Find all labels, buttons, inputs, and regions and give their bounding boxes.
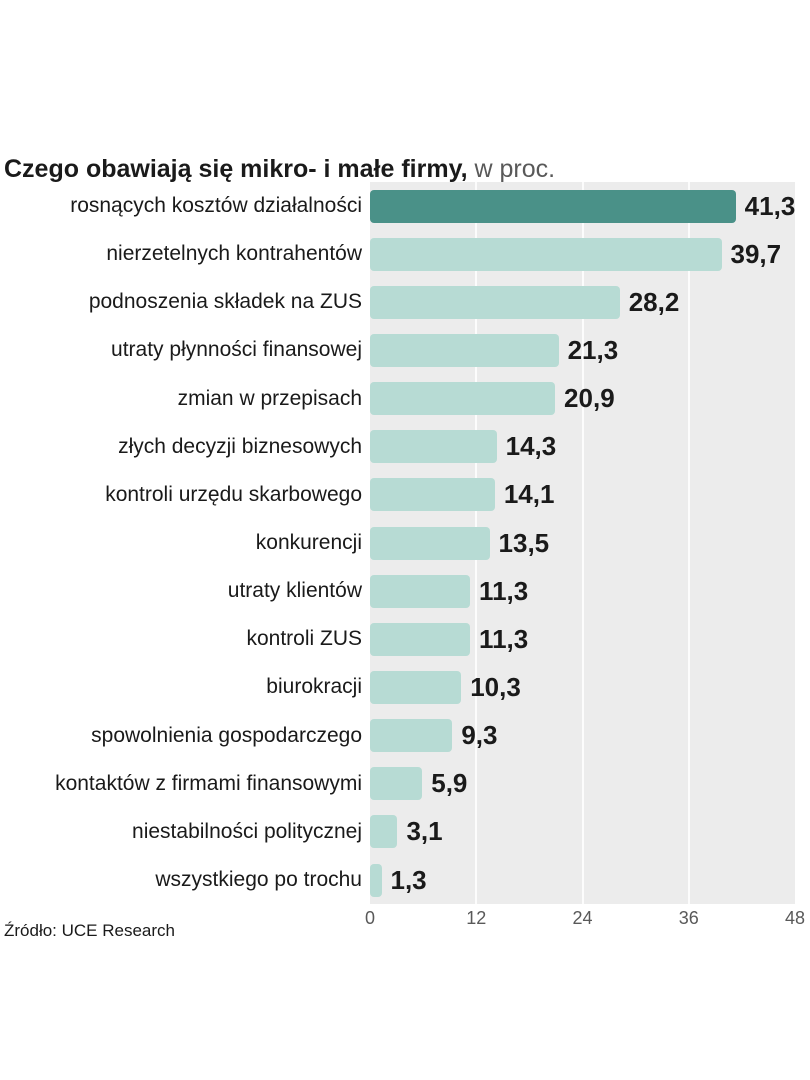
bar-area: 1,3 [370,856,795,904]
bar [370,189,736,223]
category-label: utraty płynności finansowej [111,338,362,362]
chart-rows: rosnących kosztów działalności 41,3 nierze… [0,182,795,904]
bar-area: 20,9 [370,375,795,423]
gridline [581,182,584,904]
bar [370,767,423,801]
source-note: Źródło: UCE Research [4,921,176,940]
value-label: 9,3 [461,720,498,751]
value-label: 1,3 [390,864,427,895]
bar [370,574,471,608]
bar [370,815,398,849]
value-label: 11,3 [479,575,529,606]
category-label: biurokracji [266,675,362,699]
bar-area: 14,3 [370,423,795,471]
chart-row: kontroli urzędu skarbowego 14,1 [0,471,795,519]
bar [370,333,559,367]
value-label: 10,3 [470,671,521,702]
bar [370,285,620,319]
x-tick-label: 36 [678,908,699,928]
x-tick-label: 24 [572,908,593,928]
category-label: złych decyzji biznesowych [118,434,362,458]
chart-row: niestabilności politycznej 3,1 [0,808,795,856]
bar-area: 13,5 [370,519,795,567]
bar [370,719,453,753]
category-label: kontroli urzędu skarbowego [105,482,362,506]
chart-title-main: Czego obawiają się mikro- i małe firmy, [4,154,468,183]
gridline [687,182,690,904]
bar [370,670,462,704]
value-label: 3,1 [406,816,443,847]
category-label: wszystkiego po trochu [155,868,362,892]
bar [370,430,497,464]
bar [370,237,722,271]
x-tick-label: 12 [466,908,487,928]
value-label: 14,1 [503,479,555,510]
bar-area: 28,2 [370,278,795,326]
value-label: 39,7 [730,238,782,269]
x-tick-label: 48 [784,908,806,928]
bar-area: 21,3 [370,326,795,374]
chart-title: Czego obawiają się mikro- i małe firmy, … [4,153,555,185]
bar-area: 5,9 [370,760,795,808]
value-label: 13,5 [498,527,550,558]
chart-row: kontroli ZUS 11,3 [0,615,795,663]
chart-row: konkurencji 13,5 [0,519,795,567]
bar-chart: rosnących kosztów działalności 41,3 nierze… [0,182,795,904]
chart-row: podnoszenia składek na ZUS 28,2 [0,278,795,326]
category-label: spowolnienia gospodarczego [91,723,362,747]
bar-area: 14,1 [370,471,795,519]
category-label: podnoszenia składek na ZUS [88,290,362,314]
category-label: niestabilności politycznej [132,819,362,843]
chart-row: nierzetelnych kontrahentów 39,7 [0,230,795,278]
bar-area: 39,7 [370,230,795,278]
chart-row: wszystkiego po trochu 1,3 [0,856,795,904]
bar-area: 41,3 [370,182,795,230]
value-label: 28,2 [628,286,680,317]
category-label: rosnących kosztów działalności [70,194,362,218]
bar-area: 11,3 [370,615,795,663]
bar-area: 10,3 [370,663,795,711]
category-label: kontroli ZUS [246,627,362,651]
chart-row: złych decyzji biznesowych 14,3 [0,423,795,471]
bar [370,622,471,656]
x-axis: 0 12 24 36 48 [365,908,805,932]
value-label: 20,9 [564,383,615,414]
value-label: 11,3 [479,623,529,654]
value-label: 14,3 [505,431,557,462]
bar [370,863,382,897]
chart-row: biurokracji 10,3 [0,663,795,711]
category-label: konkurencji [255,531,362,555]
bar [370,382,556,416]
category-label: nierzetelnych kontrahentów [106,242,362,266]
chart-row: utraty klientów 11,3 [0,567,795,615]
bar-area: 3,1 [370,808,795,856]
chart-row: rosnących kosztów działalności 41,3 [0,182,795,230]
value-label: 41,3 [744,190,796,221]
category-label: zmian w przepisach [177,386,362,410]
bar-area: 11,3 [370,567,795,615]
bar-area: 9,3 [370,712,795,760]
category-label: utraty klientów [227,579,362,603]
value-label: 21,3 [567,334,619,365]
chart-title-unit: w proc. [467,154,556,183]
x-tick-label: 0 [364,908,376,928]
value-label: 5,9 [431,768,468,799]
category-label: kontaktów z firmami finansowymi [55,771,362,795]
bar [370,478,495,512]
chart-row: spowolnienia gospodarczego 9,3 [0,712,795,760]
chart-row: utraty płynności finansowej 21,3 [0,326,795,374]
chart-row: zmian w przepisach 20,9 [0,375,795,423]
bar [370,526,490,560]
chart-row: kontaktów z firmami finansowymi 5,9 [0,760,795,808]
